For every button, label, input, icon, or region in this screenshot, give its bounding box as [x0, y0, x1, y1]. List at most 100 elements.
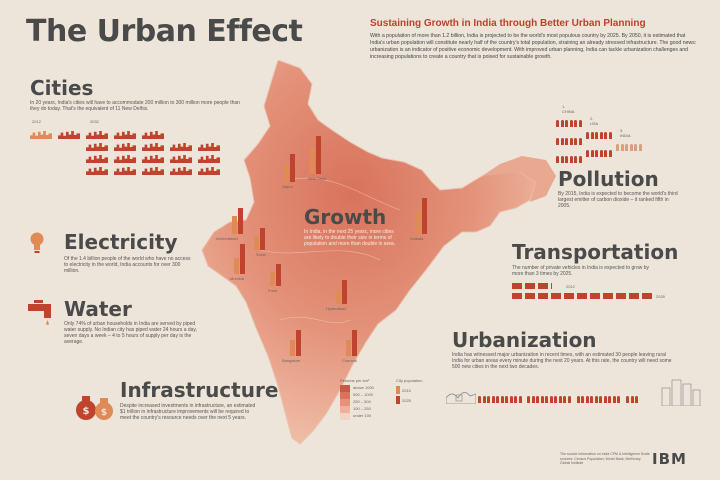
legend-swatches [340, 385, 350, 420]
skyline-icon [86, 143, 108, 151]
skyline-icon [86, 167, 108, 175]
cities-skylines [30, 131, 220, 175]
skyline-icon [198, 155, 220, 163]
cities-year-b: 2032 [90, 119, 99, 124]
legend-pop-b: 2025 [402, 397, 411, 403]
skyline-icon [170, 143, 192, 151]
water-heading: Water [64, 297, 132, 321]
city-bars [232, 136, 427, 356]
city-label-hyderabad: Hyderabad [326, 306, 346, 311]
bar-ahmedabad-b [238, 208, 243, 234]
bar-chennai-b [352, 330, 357, 356]
urbanization-heading: Urbanization [452, 328, 597, 352]
bar-newdelhi-a [310, 148, 315, 174]
electricity-heading: Electricity [64, 230, 178, 254]
map-legend: Persons per km² above 1000 500 – 1000 25… [340, 378, 430, 434]
cities-year-a: 2012 [32, 119, 41, 124]
population-legend: City population 2010 2025 [396, 378, 422, 404]
svg-text:$: $ [83, 406, 90, 417]
legend-swatch-5 [340, 413, 350, 420]
legend-density-2: 500 – 1000 [353, 392, 374, 397]
skyline-icon [170, 167, 192, 175]
intro-text: With a population of more than 1.2 billi… [370, 33, 697, 60]
bar-bangalore-b [296, 330, 301, 356]
skyline-icon [142, 143, 164, 151]
city-label-newdelhi: New Delhi [308, 176, 327, 181]
legend-pop-swatch-b [396, 396, 400, 404]
legend-density-4: 100 – 250 [353, 406, 371, 411]
growth-text: In India, in the next 25 years, more cit… [304, 229, 396, 247]
cities-heading: Cities [30, 76, 94, 100]
india-map: Jaipur New Delhi Ahmedabad Surat Kolkata… [200, 59, 580, 480]
legend-swatch-4 [340, 406, 350, 413]
skyline-icon [142, 155, 164, 163]
urbanization-text: India has witnessed major urbanization i… [452, 352, 672, 370]
infrastructure-text: Despite increased investments in infrast… [120, 403, 256, 421]
india-people [616, 138, 646, 156]
bar-mumbai-b [240, 244, 245, 274]
city-label-surat: Surat [256, 252, 266, 257]
city-label-jaipur: Jaipur [282, 184, 293, 189]
legend-pop-a: 2010 [402, 387, 411, 393]
rank-china: 1. CHINA [562, 104, 575, 114]
pollution-heading: Pollution [558, 167, 659, 191]
bar-kolkata-b [422, 198, 427, 234]
water-text: Only 74% of urban households in India ar… [64, 321, 197, 345]
northeast-region [482, 156, 556, 202]
legend-swatch-1 [340, 385, 350, 392]
cities-text: In 20 years, India's cities will have to… [30, 100, 240, 112]
car-row-2025 [512, 293, 652, 299]
legend-pop-title: City population [396, 378, 423, 383]
legend-swatch-3 [340, 399, 350, 406]
india-map-svg [201, 59, 556, 445]
map-texture [259, 177, 401, 324]
legend-density-1: above 1000 [353, 385, 374, 390]
skyline-icon [114, 131, 136, 139]
skyline-icon [114, 155, 136, 163]
legend-swatch-2 [340, 392, 350, 399]
water-tap-icon [28, 300, 58, 331]
legend-density-3: 250 – 500 [353, 399, 371, 404]
pollution-text: By 2015, India is expected to become the… [558, 191, 678, 209]
ibm-logo: IBM [652, 450, 687, 468]
growth-heading: Growth [304, 205, 387, 229]
city-label-chennai: Chennai [342, 358, 357, 363]
bar-kolkata-a [416, 210, 421, 234]
transportation-text: The number of private vehicles in India … [512, 265, 650, 277]
transportation-heading: Transportation [512, 240, 679, 264]
bar-jaipur-a [284, 164, 289, 182]
india-outline [201, 59, 537, 445]
electricity-text: Of the 1.4 billion people of the world w… [64, 256, 191, 274]
usa-people [586, 126, 616, 162]
svg-text:$: $ [101, 408, 107, 418]
lightbulb-icon [30, 232, 44, 259]
bar-surat-b [260, 228, 265, 250]
skyline-icon [30, 131, 52, 139]
bar-newdelhi-b [316, 136, 321, 174]
migration-people [478, 390, 640, 408]
rural-landscape-icon [445, 382, 477, 405]
transport-year-a: 2012 [566, 284, 575, 289]
bar-pune-b [276, 264, 281, 286]
rank-india: 3. INDIA [620, 128, 631, 138]
legend-density-title: Persons per km² [340, 378, 370, 383]
skyline-icon [142, 131, 164, 139]
skyline-icon [114, 143, 136, 151]
infrastructure-heading: Infrastructure [120, 378, 279, 402]
bar-surat-a [254, 236, 259, 250]
skyline-icon [114, 167, 136, 175]
bar-hyderabad-b [342, 280, 347, 304]
china-people [556, 114, 586, 168]
bar-jaipur-b [290, 154, 295, 182]
rank-usa: 2. USA [590, 116, 599, 126]
city-label-ahmedabad: Ahmedabad [216, 236, 238, 241]
bar-hyderabad-a [336, 290, 341, 304]
bar-bangalore-a [290, 340, 295, 356]
city-buildings-icon [660, 376, 702, 407]
skyline-icon [86, 155, 108, 163]
skyline-icon [86, 131, 108, 139]
city-label-bangalore: Bangalore [282, 358, 301, 363]
bar-mumbai-a [234, 258, 239, 274]
skyline-icon [170, 155, 192, 163]
city-label-pune: Pune [268, 288, 278, 293]
